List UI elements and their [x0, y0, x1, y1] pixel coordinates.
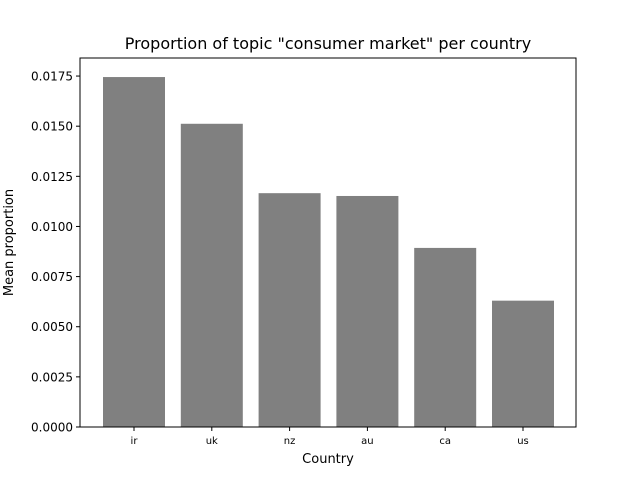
- x-axis: ir uk nz au ca us: [131, 427, 529, 447]
- y-tick-label: 0.0175: [31, 70, 73, 84]
- y-axis-label: Mean proportion: [2, 189, 17, 296]
- bar-nz: [258, 193, 321, 427]
- x-tick-label: au: [361, 436, 373, 447]
- x-tick-label: ir: [131, 436, 139, 447]
- plot-frame: [79, 57, 577, 428]
- y-tick-label: 0.0050: [31, 320, 73, 334]
- bar-ir: [103, 77, 165, 428]
- bar-us: [492, 300, 554, 427]
- x-tick-label: us: [517, 436, 529, 447]
- y-tick-label: 0.0125: [31, 170, 73, 184]
- y-tick-label: 0.0075: [31, 270, 73, 284]
- bar-uk: [180, 123, 243, 427]
- y-tick-label: 0.0150: [31, 120, 73, 134]
- bar-ca: [414, 247, 477, 427]
- x-tick-label: nz: [284, 436, 296, 447]
- x-tick-label: ca: [439, 436, 451, 447]
- bar-au: [336, 195, 399, 427]
- x-axis-label: Country: [302, 452, 354, 467]
- bars-group: [103, 77, 554, 428]
- x-tick-label: uk: [206, 436, 218, 447]
- y-tick-label: 0.0100: [31, 220, 73, 234]
- y-axis: 0.0000 0.0025 0.0050 0.0075 0.0100 0.0125 0.01…: [31, 70, 80, 435]
- chart-title: Proportion of topic "consumer market" pe…: [125, 34, 531, 53]
- y-tick-label: 0.0025: [31, 370, 73, 384]
- y-tick-label: 0.0000: [31, 421, 73, 435]
